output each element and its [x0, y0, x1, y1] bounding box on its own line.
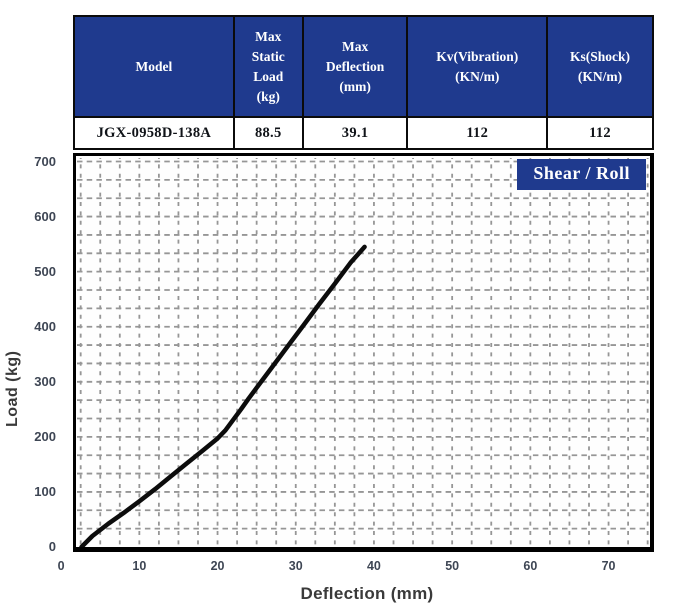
- header-line: Load: [253, 68, 284, 84]
- x-tick-label: 30: [288, 559, 303, 573]
- header-line: Max: [341, 38, 369, 54]
- y-tick-label: 200: [34, 428, 56, 444]
- x-tick-label: 60: [523, 559, 538, 573]
- table-cell-2: 39.1: [301, 116, 409, 150]
- load-deflection-curve-svg: [77, 158, 649, 547]
- header-cell-3: Kv(Vibration) (KN/m): [406, 15, 549, 118]
- y-tick-label: 500: [34, 263, 56, 279]
- header-cell-0: Model: [73, 15, 235, 118]
- y-tick-label: 0: [48, 539, 56, 554]
- series-badge: Shear / Roll: [517, 159, 646, 190]
- header-line: (KN/m): [455, 68, 500, 84]
- x-tick-label: 40: [366, 559, 381, 573]
- table-cell-0: JGX-0958D-138A: [73, 116, 235, 150]
- spec-table-body: JGX-0958D-138A 88.5 39.1 112 112: [73, 116, 654, 150]
- spec-table-header-row: Model Max Static Load (kg) Max Deflection (mm) K…: [73, 15, 654, 118]
- header-line: Max: [255, 28, 282, 44]
- header-cell-1: Max Static Load (kg): [232, 15, 304, 118]
- header-line: (KN/m): [577, 68, 623, 84]
- header-line: Model: [135, 58, 173, 74]
- curve-shear-roll: [79, 244, 367, 547]
- y-tick-label: 100: [34, 483, 56, 499]
- plot-area: Shear / Roll: [73, 153, 654, 552]
- table-cell-3: 112: [406, 116, 549, 150]
- x-tick-label: 10: [132, 559, 147, 573]
- spec-table-head: Model Max Static Load (kg) Max Deflection (mm) K…: [73, 15, 654, 118]
- y-tick-label: 700: [34, 153, 56, 169]
- header-line: (kg): [256, 88, 280, 104]
- header-line: Static: [251, 48, 285, 64]
- header-line: (mm): [339, 78, 371, 94]
- table-row: JGX-0958D-138A 88.5 39.1 112 112: [73, 116, 654, 150]
- table-cell-1: 88.5: [232, 116, 304, 150]
- header-line: Deflection: [325, 58, 385, 74]
- header-line: Ks(Shock): [570, 48, 631, 64]
- table-cell-4: 112: [546, 116, 654, 150]
- header-cell-2: Max Deflection (mm): [301, 15, 409, 118]
- y-tick-label: 400: [34, 318, 56, 334]
- header-line: Kv(Vibration): [436, 48, 519, 64]
- x-tick-label: 70: [601, 559, 616, 573]
- x-tick-label: 20: [210, 559, 225, 573]
- header-cell-4: Ks(Shock) (KN/m): [546, 15, 654, 118]
- x-tick-label: 50: [445, 559, 460, 573]
- y-tick-label: 600: [34, 208, 56, 224]
- x-tick-label: 0: [57, 559, 65, 573]
- y-tick-label: 300: [34, 373, 56, 389]
- spec-table: Model Max Static Load (kg) Max Deflection (mm) K…: [73, 15, 654, 150]
- x-axis-title: Deflection (mm): [300, 584, 434, 603]
